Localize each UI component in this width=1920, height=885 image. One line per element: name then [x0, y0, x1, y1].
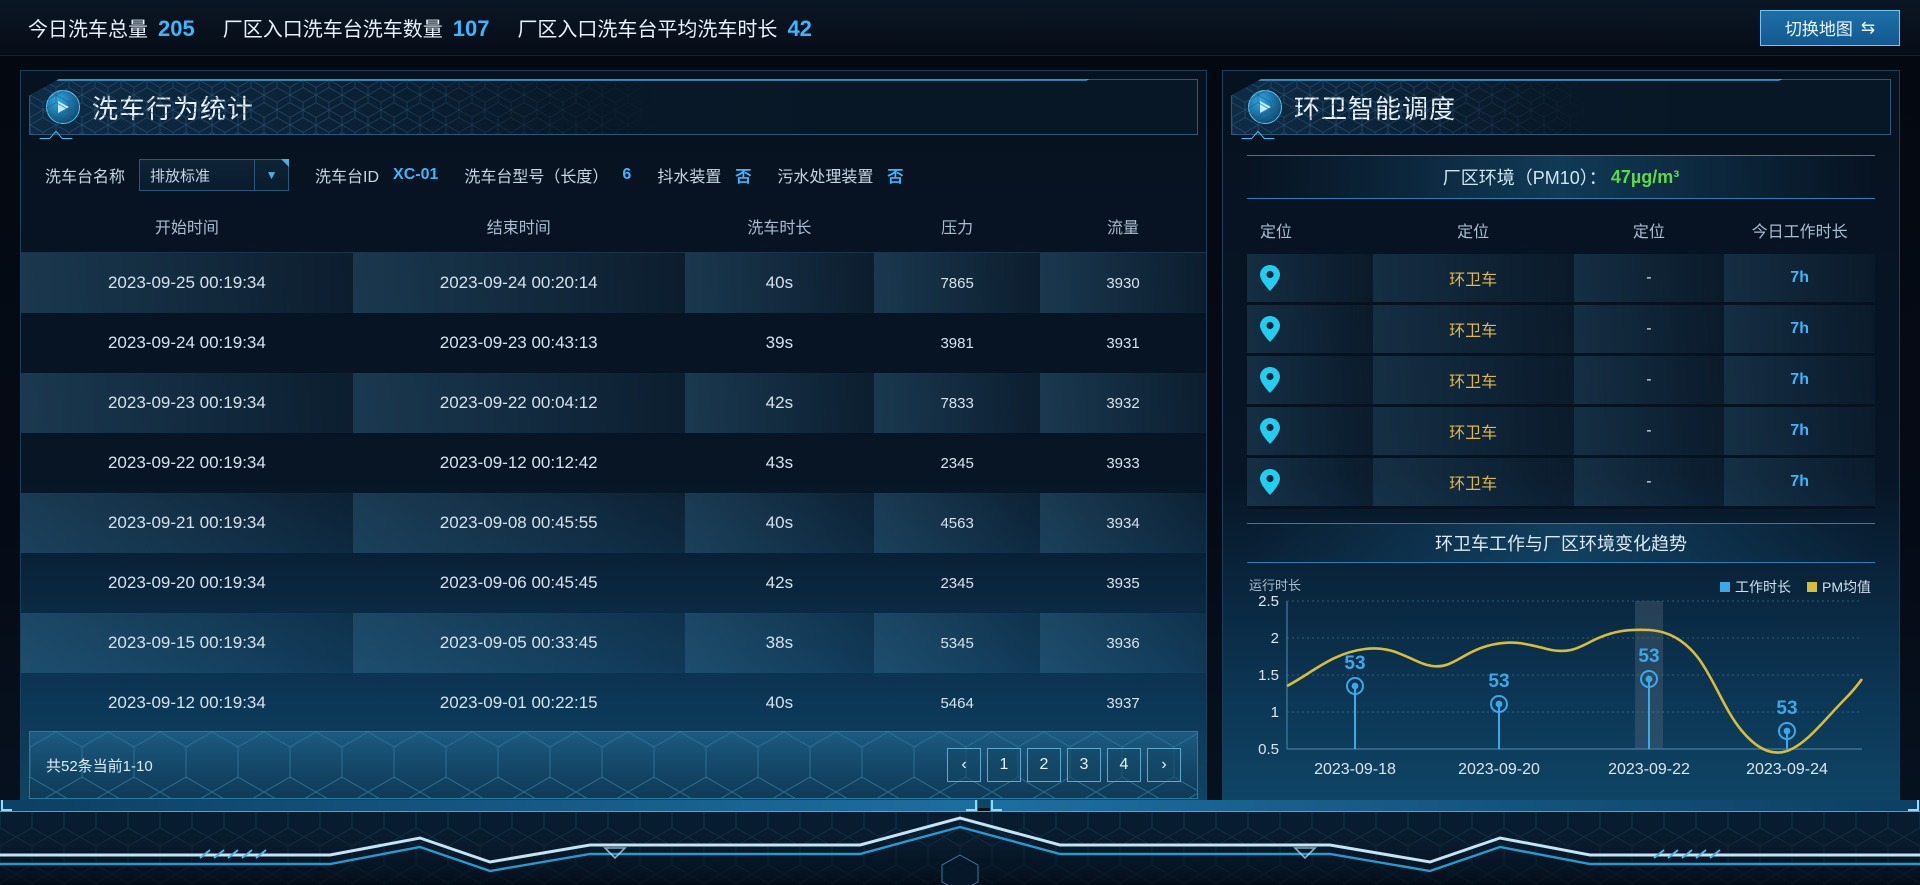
svg-text:2023-09-20: 2023-09-20: [1458, 761, 1540, 778]
svg-text:53: 53: [1776, 698, 1797, 719]
svg-text:53: 53: [1344, 653, 1365, 674]
svg-text:53: 53: [1488, 671, 1509, 692]
svg-text:2023-09-22: 2023-09-22: [1608, 761, 1690, 778]
svg-text:2023-09-24: 2023-09-24: [1746, 761, 1828, 778]
svg-text:2.5: 2.5: [1258, 593, 1279, 610]
svg-text:1: 1: [1271, 704, 1279, 721]
svg-text:0.5: 0.5: [1258, 741, 1279, 758]
svg-text:2: 2: [1271, 630, 1279, 647]
svg-text:2023-09-18: 2023-09-18: [1314, 761, 1396, 778]
svg-text:1.5: 1.5: [1258, 667, 1279, 684]
svg-text:53: 53: [1638, 646, 1659, 667]
